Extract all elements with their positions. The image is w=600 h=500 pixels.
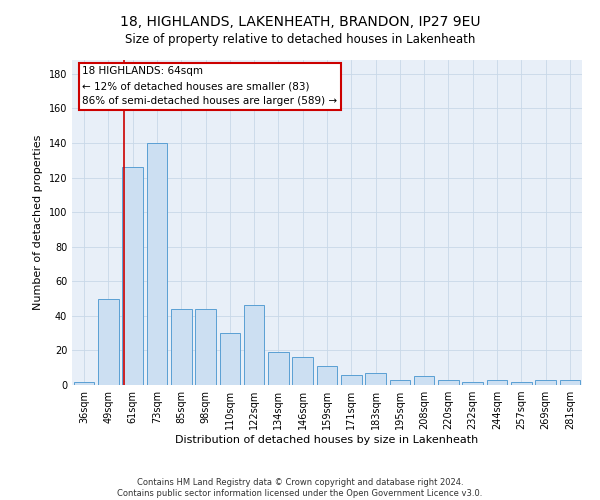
Y-axis label: Number of detached properties: Number of detached properties [33, 135, 43, 310]
Bar [414, 376, 434, 385]
Bar [244, 306, 265, 385]
Text: 18, HIGHLANDS, LAKENHEATH, BRANDON, IP27 9EU: 18, HIGHLANDS, LAKENHEATH, BRANDON, IP27… [120, 15, 480, 29]
X-axis label: Distribution of detached houses by size in Lakenheath: Distribution of detached houses by size … [175, 435, 479, 445]
Bar [171, 309, 191, 385]
Bar [438, 380, 459, 385]
Text: 18 HIGHLANDS: 64sqm
← 12% of detached houses are smaller (83)
86% of semi-detach: 18 HIGHLANDS: 64sqm ← 12% of detached ho… [82, 66, 337, 106]
Bar [292, 358, 313, 385]
Text: Size of property relative to detached houses in Lakenheath: Size of property relative to detached ho… [125, 32, 475, 46]
Bar [220, 333, 240, 385]
Bar [146, 143, 167, 385]
Bar [268, 352, 289, 385]
Bar [389, 380, 410, 385]
Bar [463, 382, 483, 385]
Bar [74, 382, 94, 385]
Bar [341, 374, 362, 385]
Bar [195, 309, 216, 385]
Bar [511, 382, 532, 385]
Bar [98, 298, 119, 385]
Bar [487, 380, 508, 385]
Text: Contains HM Land Registry data © Crown copyright and database right 2024.
Contai: Contains HM Land Registry data © Crown c… [118, 478, 482, 498]
Bar [560, 380, 580, 385]
Bar [535, 380, 556, 385]
Bar [317, 366, 337, 385]
Bar [365, 373, 386, 385]
Bar [122, 167, 143, 385]
